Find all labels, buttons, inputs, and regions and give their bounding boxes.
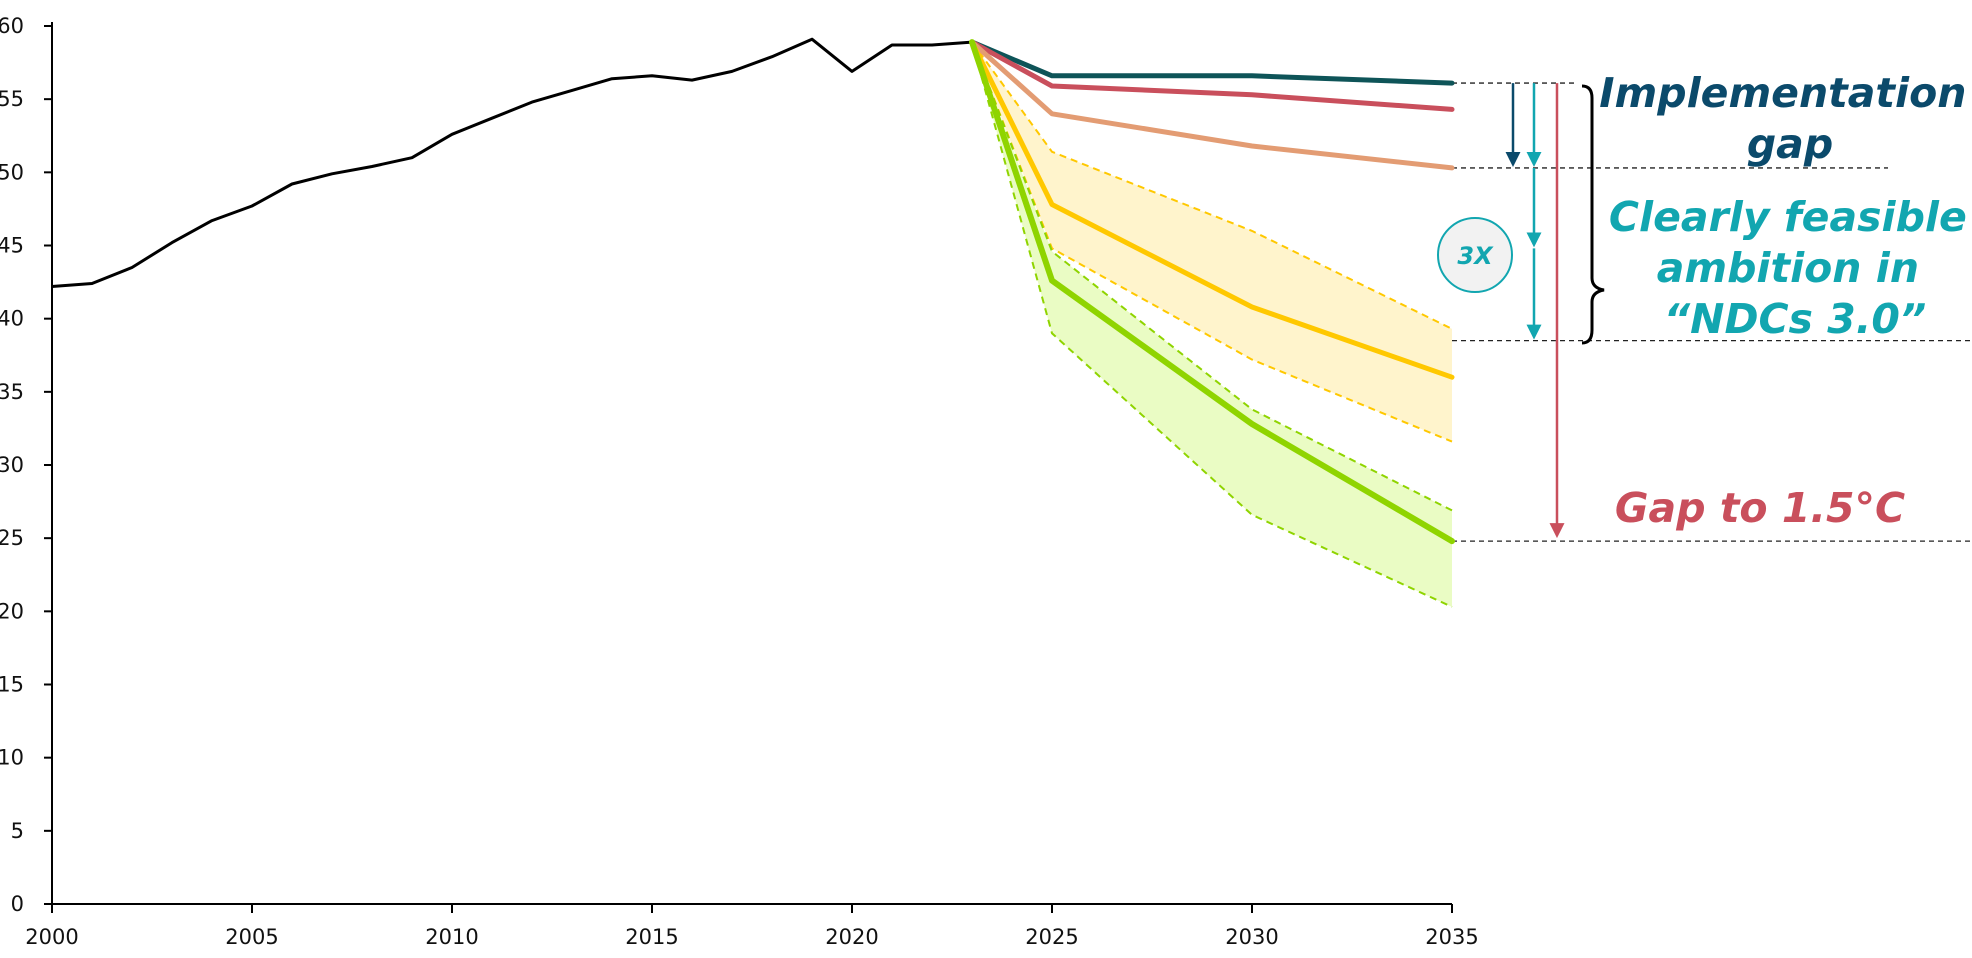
series-lines [51, 37, 1455, 545]
y-tick-label-45: 45 [0, 234, 24, 258]
y-tick-label-55: 55 [0, 87, 24, 111]
scenario-line-0 [969, 39, 1455, 86]
reference-lines [1452, 82, 1972, 542]
y-tick-label-50: 50 [0, 160, 24, 184]
y-tick-label-30: 30 [0, 453, 24, 477]
feasible-range-brace [1581, 84, 1605, 345]
x-tick-label-2000: 2000 [25, 925, 78, 949]
band-area-1 [972, 42, 1452, 607]
feasible-ambition-label: Clearly feasible ambition in “NDCs 3.0” [1609, 193, 1972, 343]
band-upper-0 [971, 41, 1453, 330]
scenario-line-3 [969, 39, 1455, 380]
y-tick-label-25: 25 [0, 526, 24, 550]
x-tick-label-2015: 2015 [625, 925, 678, 949]
x-tick-label-2020: 2020 [825, 925, 878, 949]
badge-3x-label: 3X [1457, 242, 1494, 270]
gap-to-1-5c-label: Gap to 1.5°C [1615, 484, 1905, 532]
band-upper-1 [971, 41, 1453, 512]
uncertainty-bands [971, 41, 1453, 608]
scenario-line-4 [969, 39, 1455, 545]
x-tick-label-2025: 2025 [1025, 925, 1078, 949]
y-tick-label-10: 10 [0, 746, 24, 770]
x-tick-label-2005: 2005 [225, 925, 278, 949]
y-tick-label-20: 20 [0, 599, 24, 623]
x-tick-label-2030: 2030 [1225, 925, 1278, 949]
x-tick-label-2010: 2010 [425, 925, 478, 949]
implementation-gap-label: Implementation gap [1599, 69, 1972, 168]
band-lower-1 [971, 41, 1453, 608]
y-tick-label-60: 60 [0, 14, 24, 38]
gap-arrows [1505, 83, 1565, 539]
scenario-line-2 [969, 39, 1455, 171]
y-tick-label-15: 15 [0, 673, 24, 697]
band-area-0 [972, 42, 1452, 442]
x-tick-label-2035: 2035 [1425, 925, 1478, 949]
historical-line [51, 37, 973, 288]
scenario-line-1 [969, 39, 1455, 112]
y-tick-label-40: 40 [0, 307, 24, 331]
y-tick-label-35: 35 [0, 380, 24, 404]
y-tick-label-0: 0 [11, 892, 24, 916]
badge-3x: 3X [1437, 217, 1513, 293]
y-tick-label-5: 5 [11, 819, 24, 843]
